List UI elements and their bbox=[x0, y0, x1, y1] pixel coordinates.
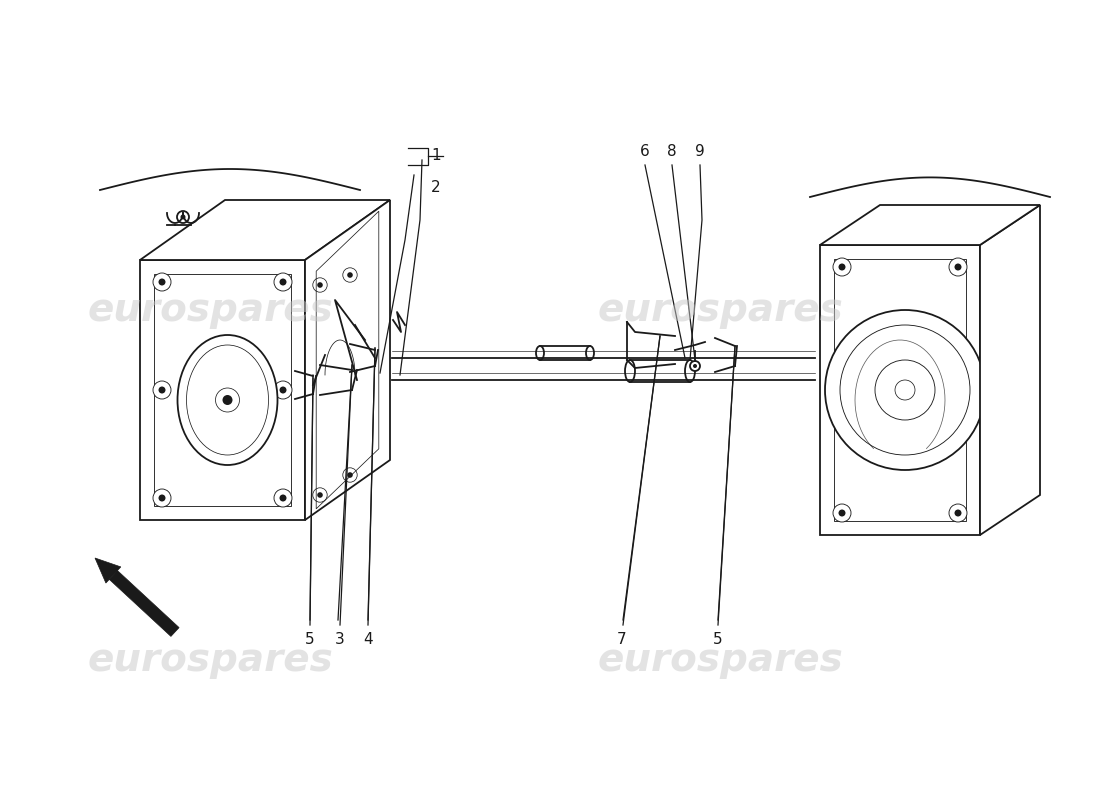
Circle shape bbox=[343, 268, 358, 282]
Circle shape bbox=[158, 278, 165, 286]
Circle shape bbox=[833, 504, 851, 522]
Circle shape bbox=[343, 468, 358, 482]
Ellipse shape bbox=[536, 346, 544, 360]
Circle shape bbox=[348, 272, 353, 278]
Text: 4: 4 bbox=[363, 633, 373, 647]
Ellipse shape bbox=[586, 346, 594, 360]
Circle shape bbox=[279, 386, 286, 394]
Circle shape bbox=[158, 386, 165, 394]
Circle shape bbox=[274, 273, 292, 291]
Circle shape bbox=[317, 282, 322, 288]
Circle shape bbox=[949, 504, 967, 522]
Bar bbox=[630, 360, 690, 382]
Text: 7: 7 bbox=[617, 633, 627, 647]
Polygon shape bbox=[109, 570, 179, 637]
Circle shape bbox=[690, 361, 700, 371]
Ellipse shape bbox=[625, 360, 635, 382]
Polygon shape bbox=[305, 200, 390, 520]
Circle shape bbox=[222, 395, 232, 405]
Circle shape bbox=[955, 510, 961, 517]
Circle shape bbox=[274, 489, 292, 507]
Text: 3: 3 bbox=[336, 633, 345, 647]
Circle shape bbox=[949, 258, 967, 276]
Text: 2: 2 bbox=[431, 181, 441, 195]
Circle shape bbox=[955, 263, 961, 270]
Bar bbox=[154, 274, 292, 506]
Circle shape bbox=[274, 381, 292, 399]
Circle shape bbox=[312, 278, 327, 292]
Circle shape bbox=[279, 278, 286, 286]
Text: 6: 6 bbox=[640, 145, 650, 159]
Circle shape bbox=[317, 492, 322, 498]
Circle shape bbox=[153, 273, 170, 291]
Text: 9: 9 bbox=[695, 145, 705, 159]
Circle shape bbox=[825, 310, 984, 470]
Circle shape bbox=[279, 494, 286, 502]
Circle shape bbox=[312, 488, 327, 502]
Text: 5: 5 bbox=[713, 633, 723, 647]
Circle shape bbox=[348, 472, 353, 478]
Text: eurospares: eurospares bbox=[87, 641, 333, 679]
Text: 1: 1 bbox=[431, 149, 441, 163]
Text: eurospares: eurospares bbox=[597, 291, 843, 329]
Polygon shape bbox=[140, 200, 390, 260]
Text: 8: 8 bbox=[668, 145, 676, 159]
Circle shape bbox=[838, 263, 846, 270]
Ellipse shape bbox=[685, 360, 695, 382]
Circle shape bbox=[177, 211, 189, 223]
Bar bbox=[140, 260, 305, 520]
Circle shape bbox=[153, 489, 170, 507]
Circle shape bbox=[158, 494, 165, 502]
Circle shape bbox=[833, 258, 851, 276]
Circle shape bbox=[180, 214, 186, 219]
Circle shape bbox=[693, 364, 697, 368]
Bar bbox=[540, 346, 590, 360]
Bar bbox=[820, 245, 980, 535]
Circle shape bbox=[153, 381, 170, 399]
Polygon shape bbox=[820, 205, 1040, 245]
Polygon shape bbox=[95, 558, 121, 583]
Ellipse shape bbox=[177, 335, 277, 465]
Text: 5: 5 bbox=[305, 633, 315, 647]
Text: eurospares: eurospares bbox=[597, 641, 843, 679]
Text: eurospares: eurospares bbox=[87, 291, 333, 329]
Polygon shape bbox=[980, 205, 1040, 535]
Bar bbox=[834, 259, 966, 521]
Circle shape bbox=[838, 510, 846, 517]
